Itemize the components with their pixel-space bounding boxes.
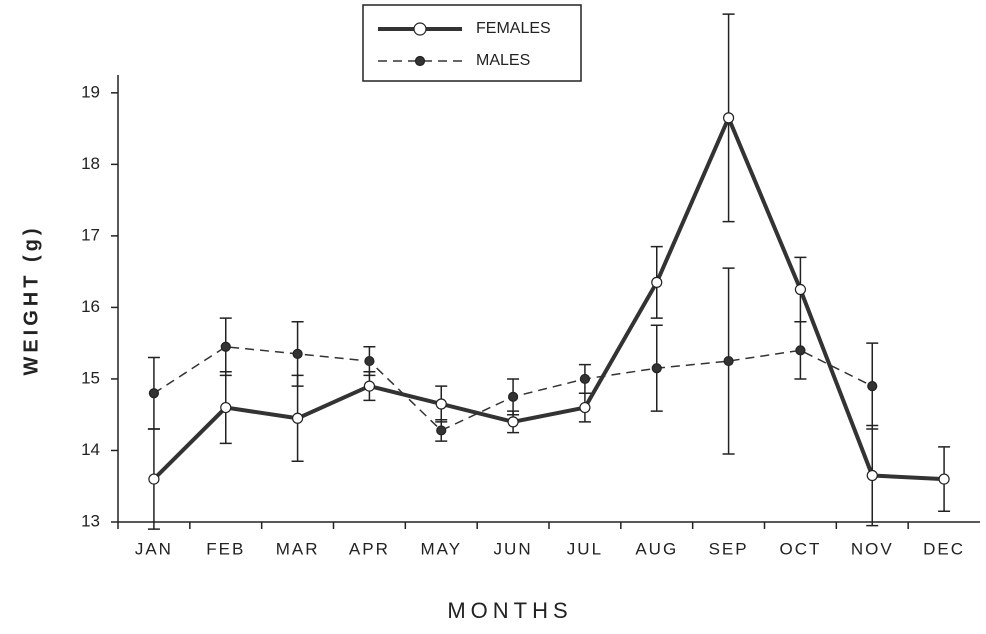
x-tick-label: DEC: [923, 539, 965, 558]
data-point: [220, 401, 232, 414]
x-tick-label: FEB: [206, 539, 245, 558]
data-point: [292, 348, 303, 360]
data-point: [794, 283, 807, 296]
x-tick-label: JUN: [494, 539, 533, 558]
legend-label: MALES: [476, 52, 530, 69]
data-point: [436, 425, 447, 436]
data-point: [795, 345, 806, 356]
y-tick-label: 17: [81, 225, 100, 244]
x-tick-label: MAR: [276, 539, 320, 558]
y-tick-label: 15: [81, 368, 100, 387]
legend-label: FEMALES: [476, 20, 551, 37]
y-tick-label: 13: [81, 511, 100, 530]
x-tick-label: OCT: [779, 539, 821, 558]
data-point: [291, 412, 304, 424]
x-tick-label: JAN: [135, 539, 173, 558]
data-point: [435, 398, 447, 410]
x-tick-label: AUG: [635, 539, 678, 558]
y-tick-label: 16: [81, 297, 100, 316]
y-tick-label: 18: [81, 154, 100, 173]
legend-marker: [413, 22, 427, 36]
x-tick-label: MAY: [420, 539, 462, 558]
data-point: [507, 391, 519, 402]
data-point: [866, 469, 878, 482]
x-axis-label: MONTHS: [447, 598, 572, 623]
series-line: [152, 112, 945, 482]
data-point: [579, 373, 591, 385]
data-point: [148, 388, 160, 399]
y-axis-label: WEIGHT (g): [20, 224, 42, 375]
data-point: [722, 112, 735, 124]
data-point: [363, 380, 376, 392]
data-point: [579, 401, 591, 414]
data-point: [148, 473, 160, 485]
x-tick-label: SEP: [709, 539, 749, 558]
data-point: [364, 355, 375, 367]
data-point: [867, 380, 878, 392]
data-point: [651, 363, 662, 374]
legend-box: [362, 4, 582, 82]
y-tick-label: 19: [81, 82, 100, 101]
data-point: [220, 341, 231, 352]
legend-marker: [414, 55, 426, 67]
x-tick-label: APR: [349, 539, 390, 558]
x-tick-label: JUL: [567, 539, 603, 558]
data-point: [938, 473, 950, 485]
y-tick-label: 14: [81, 440, 100, 459]
data-point: [723, 355, 734, 367]
data-point: [507, 416, 519, 428]
x-tick-label: NOV: [851, 539, 894, 558]
data-point: [651, 276, 663, 288]
